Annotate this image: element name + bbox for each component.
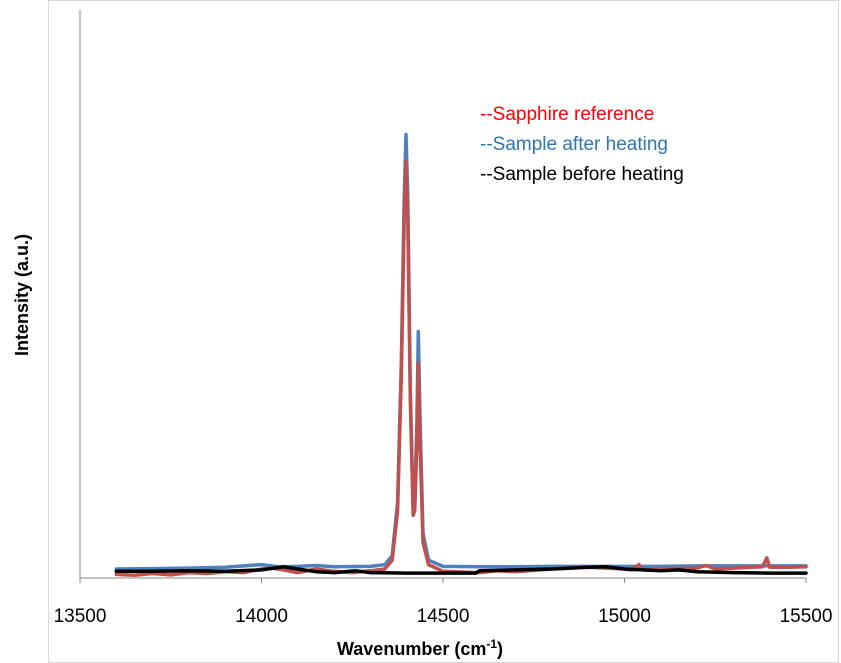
x-axis-title-main: Wavenumber (cm [337, 639, 486, 659]
x-tick-group: 13500 14000 14500 15000 15500 [54, 578, 833, 627]
legend-entry-sapphire: --Sapphire reference [480, 104, 654, 125]
series-line-sapphire-reference [114, 159, 808, 578]
series-line-sample-after-heating [114, 132, 808, 571]
x-tick-label: 15000 [598, 606, 651, 627]
x-tick-label: 14500 [417, 606, 470, 627]
legend: --Sapphire reference --Sample after heat… [480, 104, 684, 185]
series-line-sample-before-heating [114, 565, 808, 575]
y-axis-title: Intensity (a.u.) [12, 234, 32, 356]
x-tick-label: 13500 [54, 606, 107, 627]
plot-area-frame [48, 0, 839, 663]
legend-entry-before-heating: --Sample before heating [480, 164, 684, 185]
series-group [114, 132, 808, 578]
x-axis-title: Wavenumber (cm-1) [337, 637, 503, 659]
legend-entry-after-heating: --Sample after heating [480, 134, 668, 155]
x-tick-label: 15500 [780, 606, 833, 627]
x-tick-label: 14000 [235, 606, 288, 627]
x-axis-title-sup: -1 [486, 637, 497, 651]
x-axis-title-tail: ) [497, 639, 503, 659]
